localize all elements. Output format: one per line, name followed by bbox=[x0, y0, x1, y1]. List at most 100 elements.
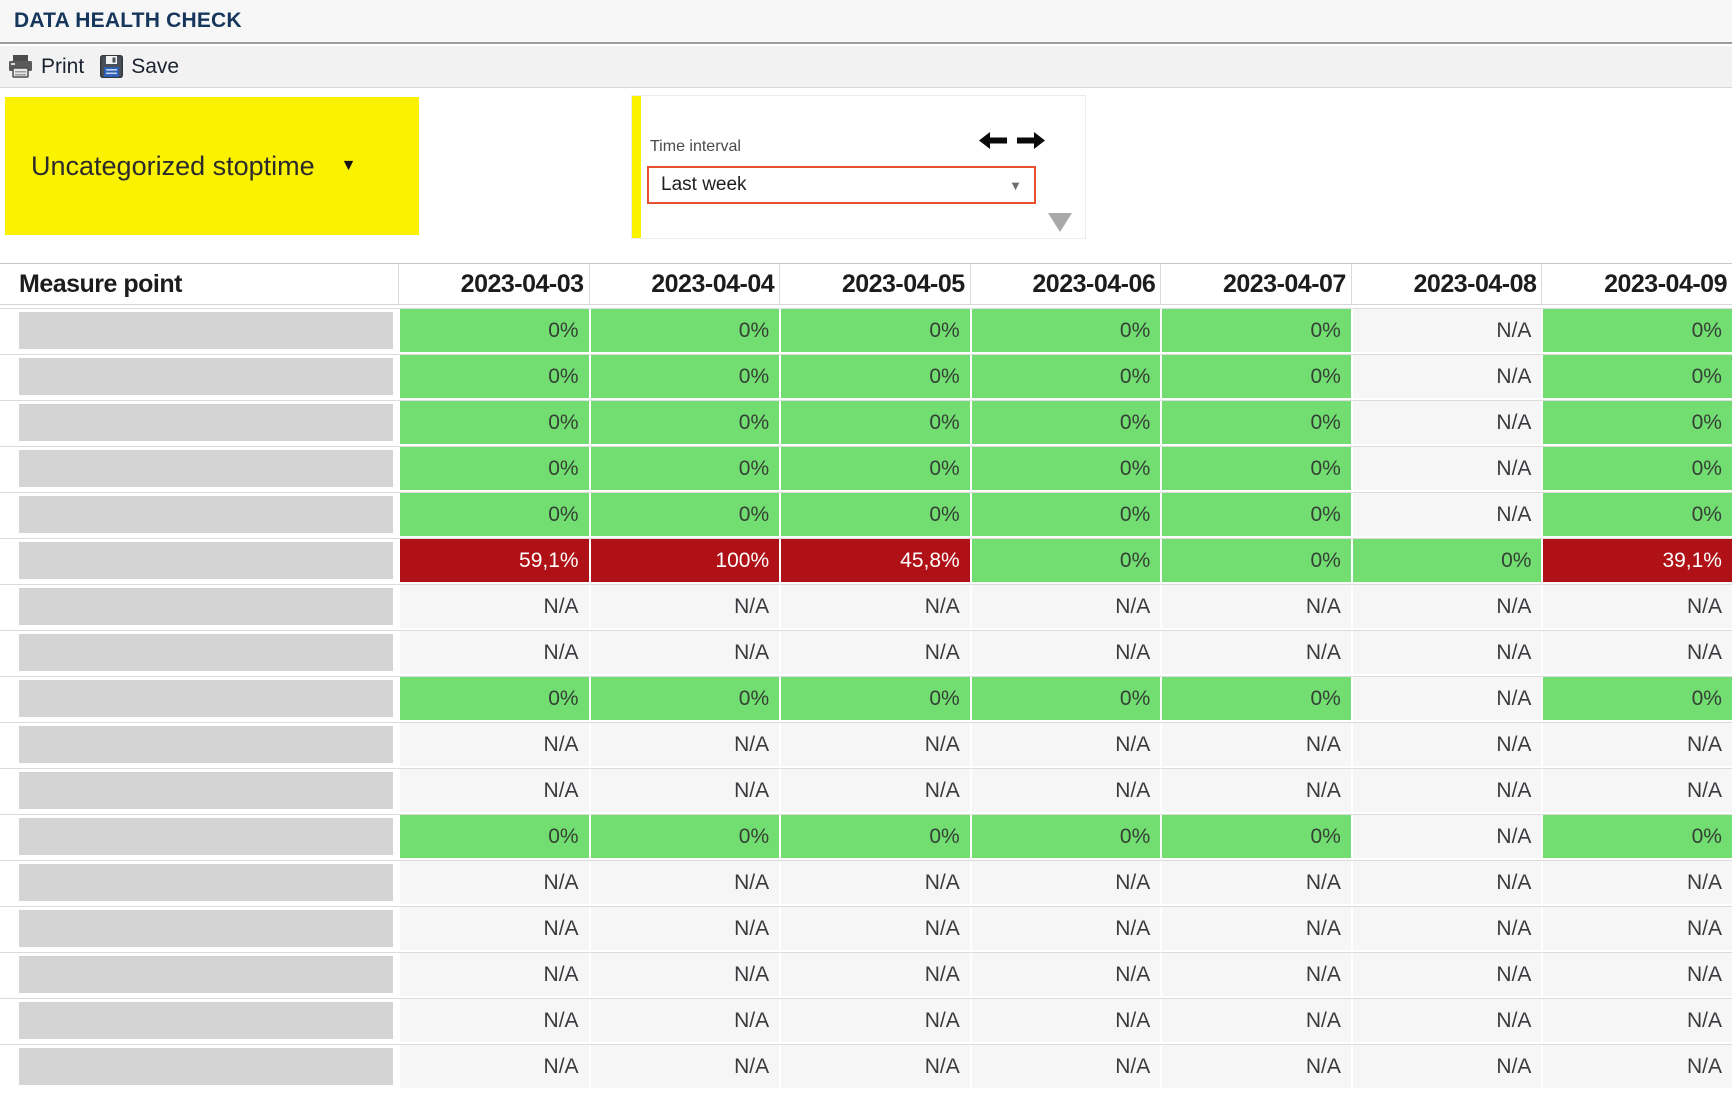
value-cell: 0% bbox=[398, 815, 589, 858]
value-cell: N/A bbox=[1350, 309, 1542, 352]
value-cell: N/A bbox=[588, 953, 780, 996]
date-column-header[interactable]: 2023-04-08 bbox=[1350, 264, 1542, 304]
value-cell: 45,8% bbox=[779, 539, 970, 582]
value-cell: N/A bbox=[779, 999, 970, 1042]
value-cell: 0% bbox=[588, 309, 780, 352]
date-column-header[interactable]: 2023-04-07 bbox=[1160, 264, 1351, 304]
value-cell: N/A bbox=[779, 585, 970, 628]
value-cell: N/A bbox=[398, 953, 589, 996]
category-dropdown[interactable]: Uncategorized stoptime ▼ bbox=[5, 97, 419, 235]
table-row: N/A N/A N/A N/A N/A N/A N/A bbox=[0, 722, 1732, 766]
next-interval-button[interactable] bbox=[1017, 132, 1045, 152]
previous-interval-button[interactable] bbox=[979, 132, 1007, 152]
value-cell: 0% bbox=[1541, 447, 1732, 490]
value-cell: 0% bbox=[398, 493, 589, 536]
value-cell: 0% bbox=[398, 447, 589, 490]
table-row: 0% 0% 0% 0% 0% N/A 0% bbox=[0, 492, 1732, 536]
value-cell: 0% bbox=[969, 677, 1161, 720]
panel-accent-strip bbox=[632, 96, 641, 238]
value-cell: N/A bbox=[779, 631, 970, 674]
measure-point-redacted bbox=[19, 496, 393, 533]
value-cell: N/A bbox=[1160, 769, 1351, 812]
time-interval-value: Last week bbox=[661, 174, 747, 195]
value-cell: 0% bbox=[1160, 447, 1351, 490]
value-cell: 0% bbox=[588, 401, 780, 444]
measure-point-redacted bbox=[19, 450, 393, 487]
date-column-header[interactable]: 2023-04-04 bbox=[588, 264, 780, 304]
table-row: 0% 0% 0% 0% 0% N/A 0% bbox=[0, 354, 1732, 398]
value-cell: N/A bbox=[1541, 585, 1732, 628]
value-cell: 0% bbox=[398, 309, 589, 352]
value-cell: 0% bbox=[779, 677, 970, 720]
value-cell: N/A bbox=[398, 861, 589, 904]
measure-point-redacted bbox=[19, 910, 393, 947]
measure-point-cell bbox=[0, 539, 398, 582]
value-cell: N/A bbox=[969, 999, 1161, 1042]
value-cell: 0% bbox=[969, 401, 1161, 444]
time-interval-nav bbox=[979, 132, 1045, 152]
value-cell: 0% bbox=[969, 493, 1161, 536]
chevron-down-icon: ▼ bbox=[340, 157, 357, 174]
value-cell: 0% bbox=[779, 447, 970, 490]
value-cell: N/A bbox=[1350, 447, 1542, 490]
table-row: 0% 0% 0% 0% 0% N/A 0% bbox=[0, 308, 1732, 352]
measure-point-redacted bbox=[19, 864, 393, 901]
value-cell: N/A bbox=[1541, 953, 1732, 996]
value-cell: N/A bbox=[588, 861, 780, 904]
measure-point-cell bbox=[0, 493, 398, 536]
save-button[interactable]: Save bbox=[100, 55, 179, 79]
time-interval-select[interactable]: Last week ▼ bbox=[647, 166, 1036, 204]
table-row: N/A N/A N/A N/A N/A N/A N/A bbox=[0, 630, 1732, 674]
value-cell: N/A bbox=[398, 631, 589, 674]
value-cell: N/A bbox=[1541, 861, 1732, 904]
category-dropdown-label: Uncategorized stoptime bbox=[31, 150, 315, 181]
measure-point-redacted bbox=[19, 634, 393, 671]
measure-point-cell bbox=[0, 1045, 398, 1088]
date-column-header[interactable]: 2023-04-06 bbox=[969, 264, 1161, 304]
measure-point-cell bbox=[0, 585, 398, 628]
value-cell: N/A bbox=[1541, 723, 1732, 766]
value-cell: 0% bbox=[779, 355, 970, 398]
value-cell: 0% bbox=[588, 677, 780, 720]
table-row: N/A N/A N/A N/A N/A N/A N/A bbox=[0, 906, 1732, 950]
table-row: N/A N/A N/A N/A N/A N/A N/A bbox=[0, 1044, 1732, 1088]
value-cell: 0% bbox=[1350, 539, 1542, 582]
value-cell: N/A bbox=[588, 1045, 780, 1088]
measure-point-redacted bbox=[19, 358, 393, 395]
date-column-header[interactable]: 2023-04-05 bbox=[779, 264, 970, 304]
value-cell: 0% bbox=[1160, 355, 1351, 398]
value-cell: N/A bbox=[588, 999, 780, 1042]
value-cell: N/A bbox=[1350, 769, 1542, 812]
value-cell: N/A bbox=[779, 953, 970, 996]
collapse-panel-icon[interactable] bbox=[1048, 213, 1072, 232]
value-cell: 0% bbox=[1160, 677, 1351, 720]
value-cell: N/A bbox=[588, 631, 780, 674]
value-cell: N/A bbox=[1541, 769, 1732, 812]
value-cell: N/A bbox=[1350, 631, 1542, 674]
date-column-header[interactable]: 2023-04-03 bbox=[398, 264, 589, 304]
right-arrow-icon bbox=[1017, 132, 1045, 152]
measure-point-redacted bbox=[19, 404, 393, 441]
value-cell: N/A bbox=[1350, 723, 1542, 766]
value-cell: 0% bbox=[1160, 539, 1351, 582]
value-cell: 0% bbox=[1160, 401, 1351, 444]
value-cell: 0% bbox=[588, 815, 780, 858]
value-cell: N/A bbox=[1350, 677, 1542, 720]
floppy-disk-icon bbox=[100, 55, 124, 78]
print-button[interactable]: Print bbox=[8, 55, 84, 79]
value-cell: N/A bbox=[1350, 1045, 1542, 1088]
measure-point-header[interactable]: Measure point bbox=[19, 269, 182, 298]
measure-point-cell bbox=[0, 677, 398, 720]
date-column-header[interactable]: 2023-04-09 bbox=[1541, 264, 1732, 304]
value-cell: 0% bbox=[969, 309, 1161, 352]
value-cell: N/A bbox=[1541, 907, 1732, 950]
measure-point-redacted bbox=[19, 1002, 393, 1039]
table-row: N/A N/A N/A N/A N/A N/A N/A bbox=[0, 952, 1732, 996]
measure-point-redacted bbox=[19, 588, 393, 625]
measure-point-redacted bbox=[19, 542, 393, 579]
value-cell: N/A bbox=[1350, 907, 1542, 950]
value-cell: N/A bbox=[1541, 999, 1732, 1042]
value-cell: N/A bbox=[1350, 815, 1542, 858]
value-cell: 0% bbox=[1541, 309, 1732, 352]
value-cell: N/A bbox=[1350, 999, 1542, 1042]
